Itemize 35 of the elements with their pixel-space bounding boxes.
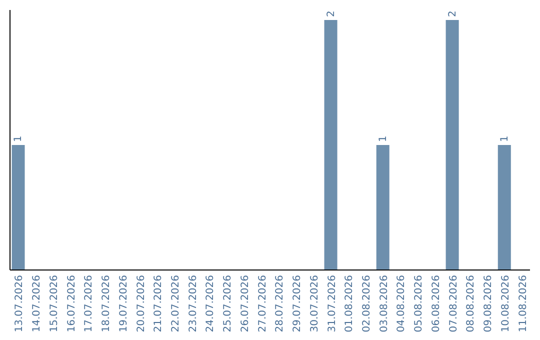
- x-tick-label: 02.08.2026: [361, 275, 372, 332]
- data-label: 1: [13, 136, 24, 142]
- x-tick-label: 06.08.2026: [430, 275, 442, 332]
- x-tick-label: 03.08.2026: [378, 275, 390, 332]
- x-tick-label: 25.07.2026: [222, 275, 234, 332]
- x-tick-label: 11.08.2026: [518, 275, 529, 332]
- x-tick-label: 26.07.2026: [240, 275, 251, 332]
- x-tick-label: 24.07.2026: [205, 275, 216, 332]
- x-tick-label: 07.08.2026: [448, 275, 460, 332]
- data-label: 1: [499, 136, 510, 142]
- x-tick-label: 13.07.2026: [14, 275, 26, 332]
- x-tick-label: 15.07.2026: [48, 275, 60, 332]
- data-label: 1: [378, 136, 389, 142]
- x-tick-label: 22.07.2026: [170, 275, 182, 332]
- x-tick-label: 20.07.2026: [136, 275, 147, 332]
- x-tick-label: 30.07.2026: [309, 275, 320, 332]
- x-tick-label: 23.07.2026: [188, 275, 199, 332]
- x-tick-label: 31.07.2026: [326, 275, 338, 332]
- x-tick-label: 10.08.2026: [500, 275, 512, 332]
- x-tick-label: 14.07.2026: [32, 275, 43, 332]
- x-tick-label: 09.08.2026: [483, 275, 494, 332]
- x-tick-label: 19.07.2026: [118, 275, 130, 332]
- x-tick-label: 28.07.2026: [274, 275, 286, 332]
- x-tick-label: 05.08.2026: [414, 275, 425, 332]
- x-tick-label: 18.07.2026: [101, 275, 112, 332]
- x-tick-label: 01.08.2026: [344, 275, 356, 332]
- x-tick-label: 17.07.2026: [84, 275, 95, 332]
- data-label: 2: [326, 10, 337, 17]
- x-tick-label: 16.07.2026: [66, 275, 78, 332]
- x-tick-label: 29.07.2026: [292, 275, 304, 332]
- x-tick-label: 04.08.2026: [396, 275, 408, 332]
- data-label: 2: [447, 10, 458, 17]
- x-tick-label: 21.07.2026: [153, 275, 164, 332]
- x-tick-label: 08.08.2026: [466, 275, 477, 332]
- x-tick-label: 27.07.2026: [257, 275, 268, 332]
